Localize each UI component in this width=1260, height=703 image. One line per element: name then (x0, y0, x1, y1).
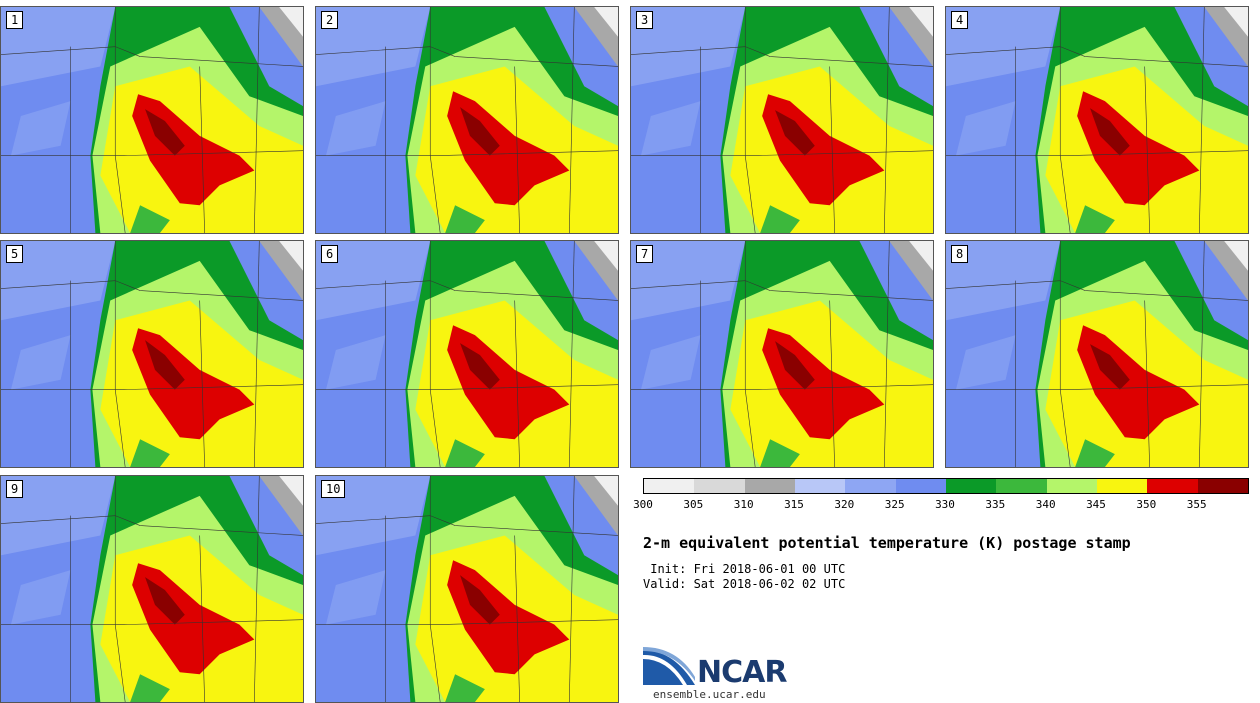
theta-e-map (316, 476, 618, 702)
colorbar-swatch (945, 479, 997, 493)
colorbar-tick-label: 310 (733, 498, 754, 511)
colorbar-swatch (1147, 479, 1198, 493)
colorbar-swatch (794, 479, 846, 493)
member-number: 8 (951, 245, 969, 263)
member-number: 4 (951, 11, 969, 29)
theta-e-map (1, 241, 303, 467)
colorbar-tick-label: 325 (884, 498, 905, 511)
colorbar-tick-label: 350 (1136, 498, 1157, 511)
member-number: 9 (6, 480, 24, 498)
colorbar-tick-label: 305 (683, 498, 704, 511)
colorbar-swatch (1046, 479, 1097, 493)
colorbar-swatch (895, 479, 946, 493)
member-number: 3 (636, 11, 654, 29)
theta-e-map (946, 241, 1248, 467)
member-number: 7 (636, 245, 654, 263)
member-panel: 9 (0, 475, 304, 703)
colorbar-swatch (1096, 479, 1148, 493)
member-panel: 10 (315, 475, 619, 703)
colorbar-swatch (996, 479, 1047, 493)
theta-e-map (631, 241, 933, 467)
colorbar-tick-label: 335 (985, 498, 1006, 511)
colorbar-swatch (845, 479, 896, 493)
theta-e-map (316, 241, 618, 467)
member-panel: 1 (0, 6, 304, 234)
member-number: 5 (6, 245, 24, 263)
colorbar-ticks: 300 305 310 315 320 325 330 335 340 345 350 355 (633, 498, 1247, 512)
site-url: ensemble.ucar.edu (653, 688, 766, 701)
member-panel: 7 (630, 240, 934, 468)
member-panel: 6 (315, 240, 619, 468)
member-number: 6 (321, 245, 339, 263)
colorbar-tick-label: 345 (1086, 498, 1106, 511)
colorbar-tick-label: 300 (633, 498, 653, 511)
member-number: 1 (6, 11, 24, 29)
colorbar-tick-label: 355 (1186, 498, 1207, 511)
theta-e-map (946, 7, 1248, 233)
plot-title: 2-m equivalent potential temperature (K)… (643, 534, 1131, 552)
colorbar-swatch (1197, 479, 1248, 493)
colorbar-swatch (694, 479, 745, 493)
theta-e-map (1, 476, 303, 702)
theta-e-map (316, 7, 618, 233)
ncar-logo: NCAR (643, 647, 793, 702)
colorbar-tick-label: 320 (834, 498, 855, 511)
member-panel: 5 (0, 240, 304, 468)
time-info: Init: Fri 2018-06-01 00 UTC Valid: Sat 2… (643, 562, 845, 592)
valid-time: Valid: Sat 2018-06-02 02 UTC (643, 577, 846, 591)
ncar-logo-text: NCAR (697, 655, 787, 690)
colorbar-tick-label: 315 (784, 498, 804, 511)
member-panel: 3 (630, 6, 934, 234)
colorbar-tick-label: 340 (1035, 498, 1056, 511)
theta-e-map (631, 7, 933, 233)
init-time: Init: Fri 2018-06-01 00 UTC (643, 562, 846, 576)
colorbar-swatch (644, 479, 695, 493)
theta-e-map (1, 7, 303, 233)
member-panel: 2 (315, 6, 619, 234)
member-panel: 4 (945, 6, 1249, 234)
colorbar (643, 478, 1249, 494)
member-number: 2 (321, 11, 339, 29)
member-panel: 8 (945, 240, 1249, 468)
member-number: 10 (321, 480, 346, 498)
colorbar-tick-label: 330 (935, 498, 955, 511)
ncar-swoosh-icon (643, 647, 695, 685)
colorbar-swatch (744, 479, 795, 493)
